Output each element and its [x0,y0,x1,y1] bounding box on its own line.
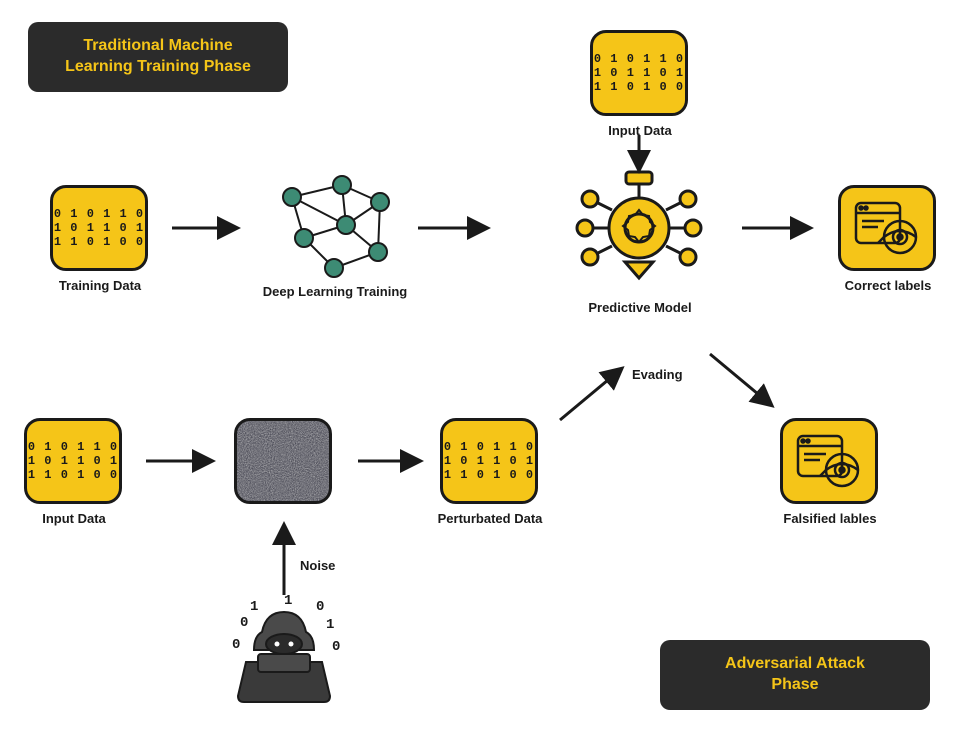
node-falsified-labels [780,418,878,504]
banner-top-line1: Traditional Machine [48,36,268,57]
svg-text:0: 0 [332,639,340,655]
label-falsified-labels: Falsified lables [750,511,910,526]
binary-row: 1 0 1 1 0 1 [444,454,534,468]
binary-row: 0 1 0 1 1 0 [594,52,684,66]
predictive-model-icon [0,0,964,730]
banner-bottom: Adversarial Attack Phase [660,640,930,710]
label-input-data-bottom: Input Data [0,511,154,526]
edge-label-evading: Evading [632,367,683,382]
binary-row: 0 1 0 1 1 0 [444,440,534,454]
svg-text:0: 0 [232,637,240,653]
label-deep-learning: Deep Learning Training [255,284,415,299]
binary-row: 1 0 1 1 0 1 [54,221,144,235]
node-training-data: 0 1 0 1 1 0 1 0 1 1 0 1 1 1 0 1 0 0 [50,185,148,271]
svg-text:0: 0 [240,615,248,631]
banner-bottom-line1: Adversarial Attack [680,654,910,675]
binary-row: 1 1 0 1 0 0 [54,235,144,249]
node-noise [234,418,332,504]
label-training-data: Training Data [20,278,180,293]
banner-bottom-line2: Phase [680,675,910,696]
falsified-labels-icon [792,430,866,492]
banner-top-line2: Learning Training Phase [48,57,268,78]
correct-labels-icon [850,197,924,259]
svg-text:1: 1 [250,599,258,615]
node-perturbated-data: 0 1 0 1 1 0 1 0 1 1 0 1 1 1 0 1 0 0 [440,418,538,504]
label-input-data-top: Input Data [560,123,720,138]
svg-text:1: 1 [284,593,292,609]
banner-top: Traditional Machine Learning Training Ph… [28,22,288,92]
arrows [0,0,964,730]
svg-text:0: 0 [316,599,324,615]
binary-row: 1 0 1 1 0 1 [594,66,684,80]
binary-row: 1 1 0 1 0 0 [28,468,118,482]
node-input-data-bottom: 0 1 0 1 1 0 1 0 1 1 0 1 1 1 0 1 0 0 [24,418,122,504]
svg-text:1: 1 [326,617,334,633]
binary-row: 1 1 0 1 0 0 [444,468,534,482]
label-perturbated-data: Perturbated Data [410,511,570,526]
deep-learning-icon [0,0,964,730]
binary-row: 1 0 1 1 0 1 [28,454,118,468]
hacker-icon: 0 1 0 0 1 0 1 [0,0,964,730]
label-predictive-model: Predictive Model [560,300,720,315]
binary-row: 0 1 0 1 1 0 [28,440,118,454]
binary-row: 1 1 0 1 0 0 [594,80,684,94]
node-input-data-top: 0 1 0 1 1 0 1 0 1 1 0 1 1 1 0 1 0 0 [590,30,688,116]
edge-label-noise: Noise [300,558,335,573]
node-correct-labels [838,185,936,271]
binary-row: 0 1 0 1 1 0 [54,207,144,221]
label-correct-labels: Correct labels [808,278,964,293]
